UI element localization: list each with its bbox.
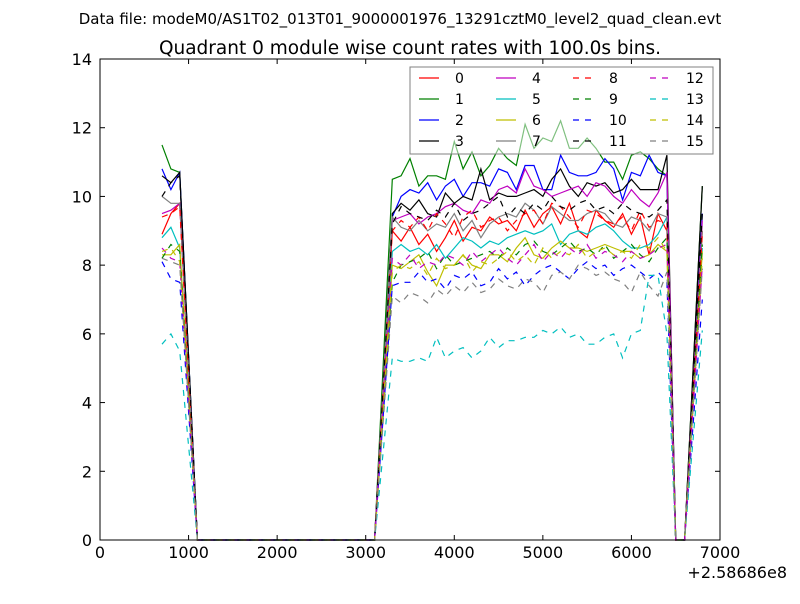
plot-area-frame [99,58,721,541]
x-tick-label: 2000 [257,543,298,562]
series-line-6 [162,236,703,541]
legend-label: 2 [455,113,464,129]
legend-entry-9: 9 [573,92,618,108]
series-line-2 [161,153,703,541]
legend-entry-1: 1 [419,92,464,108]
legend-entry-14: 14 [650,113,704,129]
legend-entry-12: 12 [650,71,704,87]
legend-entry-4: 4 [496,71,541,87]
legend-entry-6: 6 [496,113,541,129]
series-line-3 [161,155,703,541]
series-line-15 [161,257,703,541]
y-tick-label: 8 [82,256,92,275]
series-line-10 [161,260,703,541]
legend-entry-8: 8 [573,71,618,87]
legend-entry-3: 3 [419,134,464,150]
chart-title: Quadrant 0 module wise count rates with … [159,38,661,59]
legend-label: 13 [686,92,704,108]
legend-label: 4 [532,71,541,87]
y-tick-label: 10 [72,187,92,206]
series-line-7 [161,195,703,541]
y-tick-label: 12 [72,119,92,138]
series-layer [161,119,703,541]
legend-label: 3 [455,134,464,150]
series-line-1 [161,119,703,541]
x-tick-label: 6000 [611,543,652,562]
legend-label: 11 [609,134,627,150]
legend-entry-0: 0 [419,71,464,87]
series-line-9 [161,236,703,541]
x-tick-label: 3000 [345,543,386,562]
legend-label: 12 [686,71,704,87]
x-offset-label: +2.58686e8 [687,563,787,582]
y-tick-label: 0 [82,531,92,550]
series-line-8 [161,202,703,541]
series-line-12 [161,243,703,541]
legend-label: 15 [686,134,704,150]
x-tick-label: 5000 [522,543,563,562]
legend-entry-15: 15 [650,134,704,150]
series-line-11 [161,174,703,541]
legend-entry-11: 11 [573,134,627,150]
x-tick-label: 1000 [168,543,209,562]
y-tick-label: 4 [82,394,92,413]
legend-label: 7 [532,134,541,150]
x-tick-label: 7000 [700,543,741,562]
legend-label: 6 [532,113,541,129]
legend-label: 10 [609,113,627,129]
legend-label: 5 [532,92,541,108]
y-tick-label: 14 [72,50,92,69]
legend-entry-13: 13 [650,92,704,108]
series-line-0 [161,201,703,541]
legend-label: 9 [609,92,618,108]
series-line-14 [161,236,703,541]
chart-suptitle: Data file: modeM0/AS1T02_013T01_90000019… [79,10,722,29]
legend-entry-10: 10 [573,113,627,129]
legend-label: 0 [455,71,464,87]
legend-entry-5: 5 [496,92,541,108]
series-line-4 [161,167,703,541]
series-line-5 [161,216,703,541]
y-tick-label: 6 [82,325,92,344]
x-tick-label: 4000 [434,543,475,562]
legend-label: 8 [609,71,618,87]
legend-entry-7: 7 [496,134,541,150]
y-tick-label: 2 [82,462,92,481]
legend-box [409,66,714,155]
x-tick-label: 0 [95,543,105,562]
series-line-13 [161,274,703,541]
legend-label: 14 [686,113,704,129]
legend-label: 1 [455,92,464,108]
legend-entry-2: 2 [419,113,464,129]
